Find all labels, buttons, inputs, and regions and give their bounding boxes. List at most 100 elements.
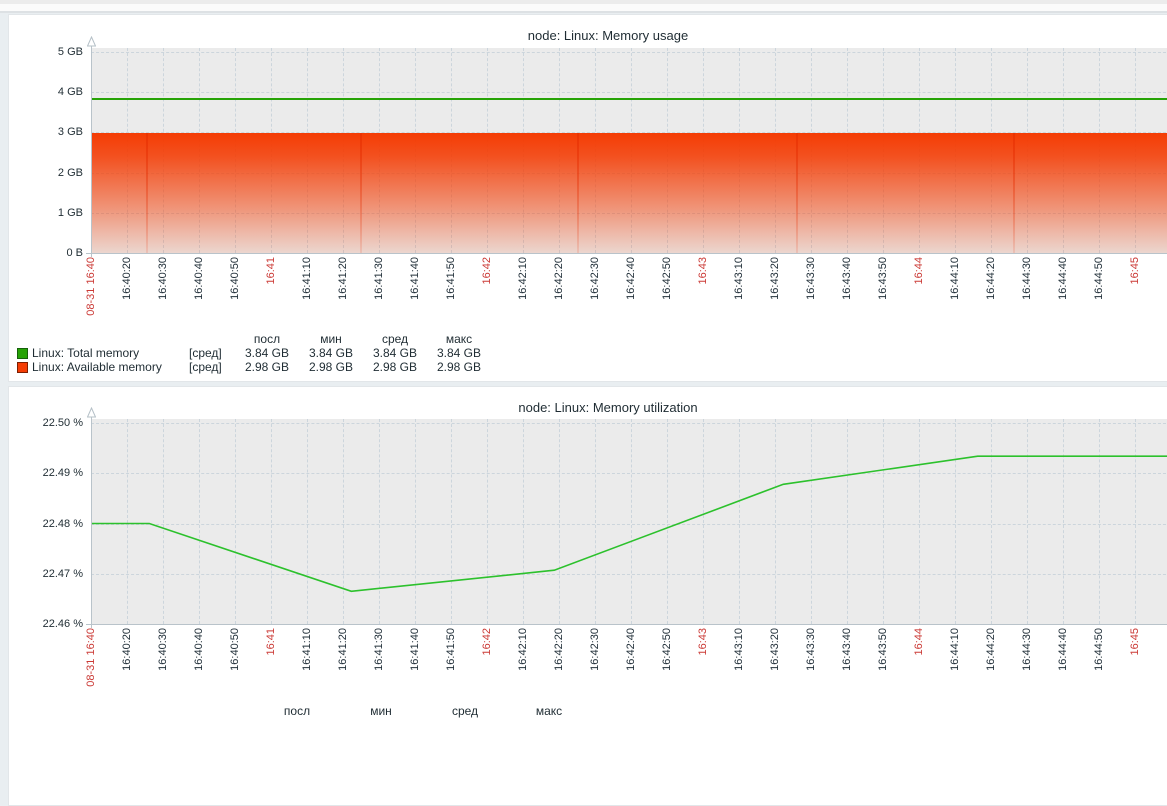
x-axis-tick-label: 16:42:20 <box>553 257 565 300</box>
y-axis-tick-label: 22.47 % <box>42 567 83 580</box>
y-axis-tick-label: 22.46 % <box>42 618 83 630</box>
y-axis-arrow-icon <box>87 36 96 47</box>
gridline-vertical <box>307 419 308 624</box>
gridline-vertical <box>343 419 344 624</box>
gridline-vertical <box>991 419 992 624</box>
x-axis-tick-label: 16:42:10 <box>517 257 529 300</box>
x-axis-tick-label: 16:44:10 <box>949 257 961 300</box>
x-axis-tick-label: 16:42:30 <box>589 257 601 300</box>
legend-value: 2.98 GB <box>244 360 290 374</box>
memory-utilization-widget: node: Linux: Memory utilization 22.50 % 2… <box>8 386 1167 806</box>
memory-usage-widget: node: Linux: Memory usage 5 GB 4 GB 3 GB 2 … <box>8 14 1167 382</box>
gridline-horizontal <box>91 523 1167 525</box>
x-axis-tick-label: 16:44:30 <box>1021 257 1033 300</box>
x-axis-tick-label: 16:41:40 <box>409 628 421 671</box>
y-axis-tick-label: 1 GB <box>57 206 83 219</box>
x-axis-tick-label: 16:40:30 <box>157 628 169 671</box>
legend-column-header: посл <box>253 332 281 346</box>
page-top-strip <box>0 4 1167 11</box>
total-memory-line <box>91 97 1167 100</box>
x-axis-tick-label: 16:40:30 <box>157 257 169 300</box>
legend-column-header: посл <box>283 704 311 718</box>
x-axis-tick-label: 16:42:50 <box>661 628 673 671</box>
chart-title: node: Linux: Memory usage <box>527 28 689 43</box>
x-axis-tick-label: 16:44:30 <box>1021 628 1033 671</box>
legend-function-label: [сред] <box>189 346 222 360</box>
x-axis-tick-label: 16:40:50 <box>229 257 241 300</box>
y-axis-tick-label: 3 GB <box>57 126 83 139</box>
x-axis-tick-label: 16:44:50 <box>1093 628 1105 671</box>
gridline-vertical <box>127 419 128 624</box>
x-axis-tick-label: 16:44:50 <box>1093 257 1105 300</box>
y-axis-tick-label: 2 GB <box>57 166 83 179</box>
x-axis-tick-label: 16:42 <box>481 628 493 656</box>
legend-function-label: [сред] <box>189 360 222 374</box>
x-axis-tick-label: 16:40:40 <box>193 257 205 300</box>
gridline-vertical <box>739 419 740 624</box>
gridline-vertical <box>163 419 164 624</box>
available-memory-area <box>91 133 1167 253</box>
gridline-vertical <box>199 419 200 624</box>
gridline-vertical <box>559 419 560 624</box>
x-axis-line <box>86 624 1167 625</box>
area-gradient-seam <box>796 133 799 253</box>
legend-color-swatch <box>17 347 28 359</box>
legend: посл мин сред макс <box>17 704 591 718</box>
gridline-vertical <box>1027 419 1028 624</box>
x-axis-tick-label: 16:43:50 <box>877 257 889 300</box>
x-axis-tick-label: 16:40:20 <box>121 628 133 671</box>
chart-title: node: Linux: Memory utilization <box>518 400 698 415</box>
plot-area[interactable] <box>91 419 1167 624</box>
x-axis-tick-label: 08-31 16:40 <box>85 257 97 316</box>
gridline-horizontal <box>91 92 1167 94</box>
x-axis-tick-label: 16:44:40 <box>1057 257 1069 300</box>
legend-value: 2.98 GB <box>372 360 418 374</box>
x-axis-tick-label: 16:44:20 <box>985 628 997 671</box>
gridline-vertical <box>415 419 416 624</box>
x-axis-tick-label: 16:45 <box>1129 257 1141 285</box>
gridline-horizontal <box>91 573 1167 575</box>
gridline-vertical <box>847 419 848 624</box>
x-axis-tick-label: 16:44:20 <box>985 257 997 300</box>
y-axis-tick-label: 22.50 % <box>42 417 83 429</box>
legend-column-header: макс <box>445 332 473 346</box>
x-axis-tick-label: 16:42:30 <box>589 628 601 671</box>
x-axis-tick-label: 16:42:50 <box>661 257 673 300</box>
x-axis-tick-label: 16:43:20 <box>769 257 781 300</box>
gridline-horizontal <box>91 132 1167 134</box>
y-axis-tick-label: 22.49 % <box>42 467 83 480</box>
area-gradient-seam <box>359 133 362 253</box>
gridline-vertical <box>703 419 704 624</box>
plot-area[interactable] <box>91 48 1167 253</box>
legend-column-header: макс <box>535 704 563 718</box>
x-axis-tick-label: 16:40:50 <box>229 628 241 671</box>
x-axis-tick-label: 16:43:10 <box>733 257 745 300</box>
gridline-vertical <box>271 419 272 624</box>
legend: посл мин сред макс Linux: Total memory [сред]… <box>17 332 491 374</box>
x-axis-tick-label: 16:41 <box>265 628 277 656</box>
x-axis-tick-label: 16:44 <box>913 257 925 285</box>
legend-swatch-cell <box>17 347 32 359</box>
gridline-vertical <box>595 419 596 624</box>
area-gradient-seam <box>1013 133 1016 253</box>
gridline-vertical <box>235 419 236 624</box>
gridline-vertical <box>811 419 812 624</box>
gridline-vertical <box>667 419 668 624</box>
legend-value: 3.84 GB <box>308 346 354 360</box>
x-axis-tick-label: 16:41 <box>265 257 277 285</box>
x-axis-tick-label: 16:43:20 <box>769 628 781 671</box>
area-gradient-seam <box>146 133 149 253</box>
gridline-vertical <box>1135 419 1136 624</box>
x-axis-tick-label: 16:42:40 <box>625 257 637 300</box>
x-axis-tick-label: 16:41:10 <box>301 628 313 671</box>
y-axis-line <box>91 46 92 257</box>
x-axis-line <box>86 253 1167 254</box>
x-axis-tick-label: 08-31 16:40 <box>85 628 97 687</box>
legend-color-swatch <box>17 361 28 373</box>
legend-value: 2.98 GB <box>436 360 482 374</box>
gridline-vertical <box>1063 419 1064 624</box>
x-axis-tick-label: 16:43:30 <box>805 628 817 671</box>
gridline-vertical <box>883 419 884 624</box>
legend-column-header: мин <box>370 704 392 718</box>
legend-value: 2.98 GB <box>308 360 354 374</box>
